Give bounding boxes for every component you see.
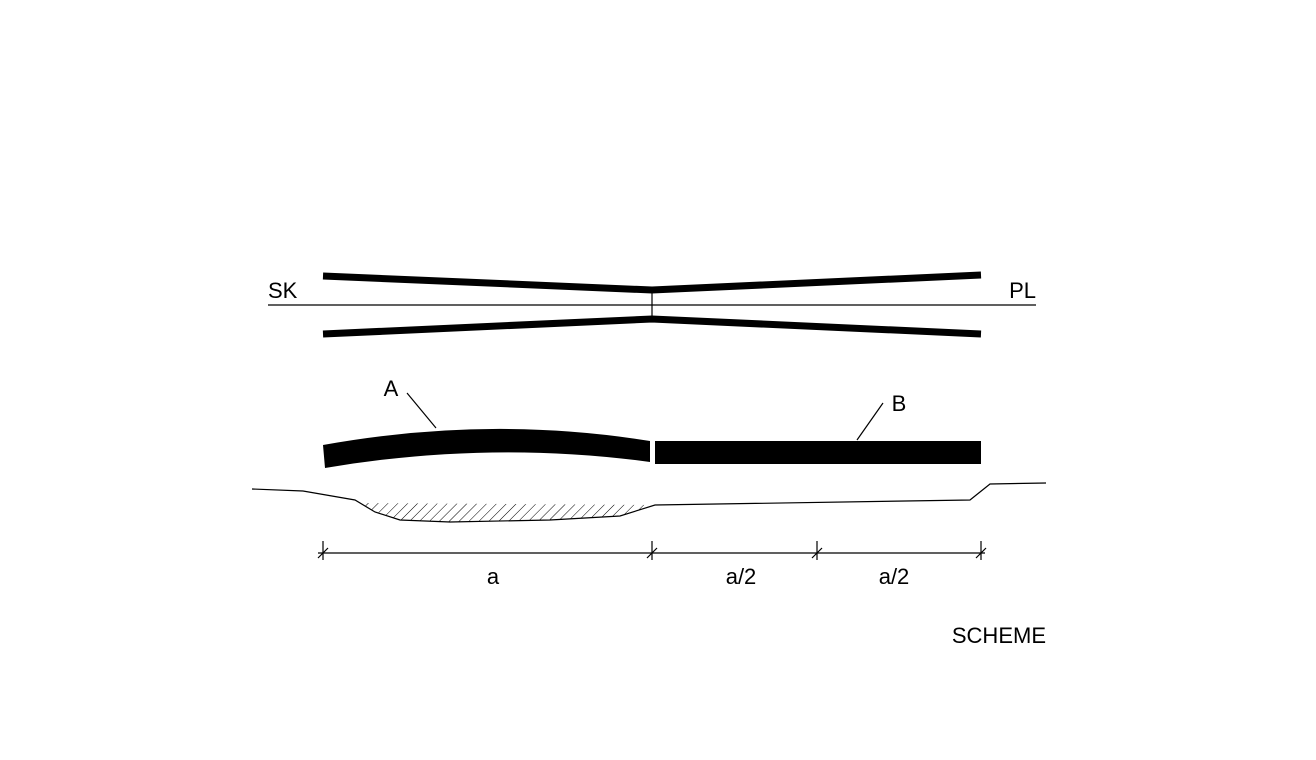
label-pl: PL (1009, 278, 1036, 303)
dim-ticks (317, 541, 987, 560)
label-sk: SK (268, 278, 298, 303)
dim-label: a/2 (726, 564, 757, 589)
beam-b (655, 441, 981, 464)
dim-label: a (487, 564, 500, 589)
upper-edge (322, 271, 982, 294)
plan-view: SK PL (268, 271, 1036, 338)
ground-line (251, 482, 1047, 523)
beam-a (323, 428, 650, 468)
beams: A B (323, 376, 981, 468)
leader-a (406, 392, 437, 429)
dim-label: a/2 (879, 564, 910, 589)
label-b: B (892, 391, 907, 416)
caption: SCHEME (952, 623, 1046, 648)
label-a: A (384, 376, 399, 401)
ground (251, 482, 1047, 523)
leader-b (856, 402, 884, 441)
dimension-line: a a/2 a/2 (317, 541, 987, 589)
hatched-fill (360, 503, 655, 522)
lower-edge (322, 315, 982, 338)
